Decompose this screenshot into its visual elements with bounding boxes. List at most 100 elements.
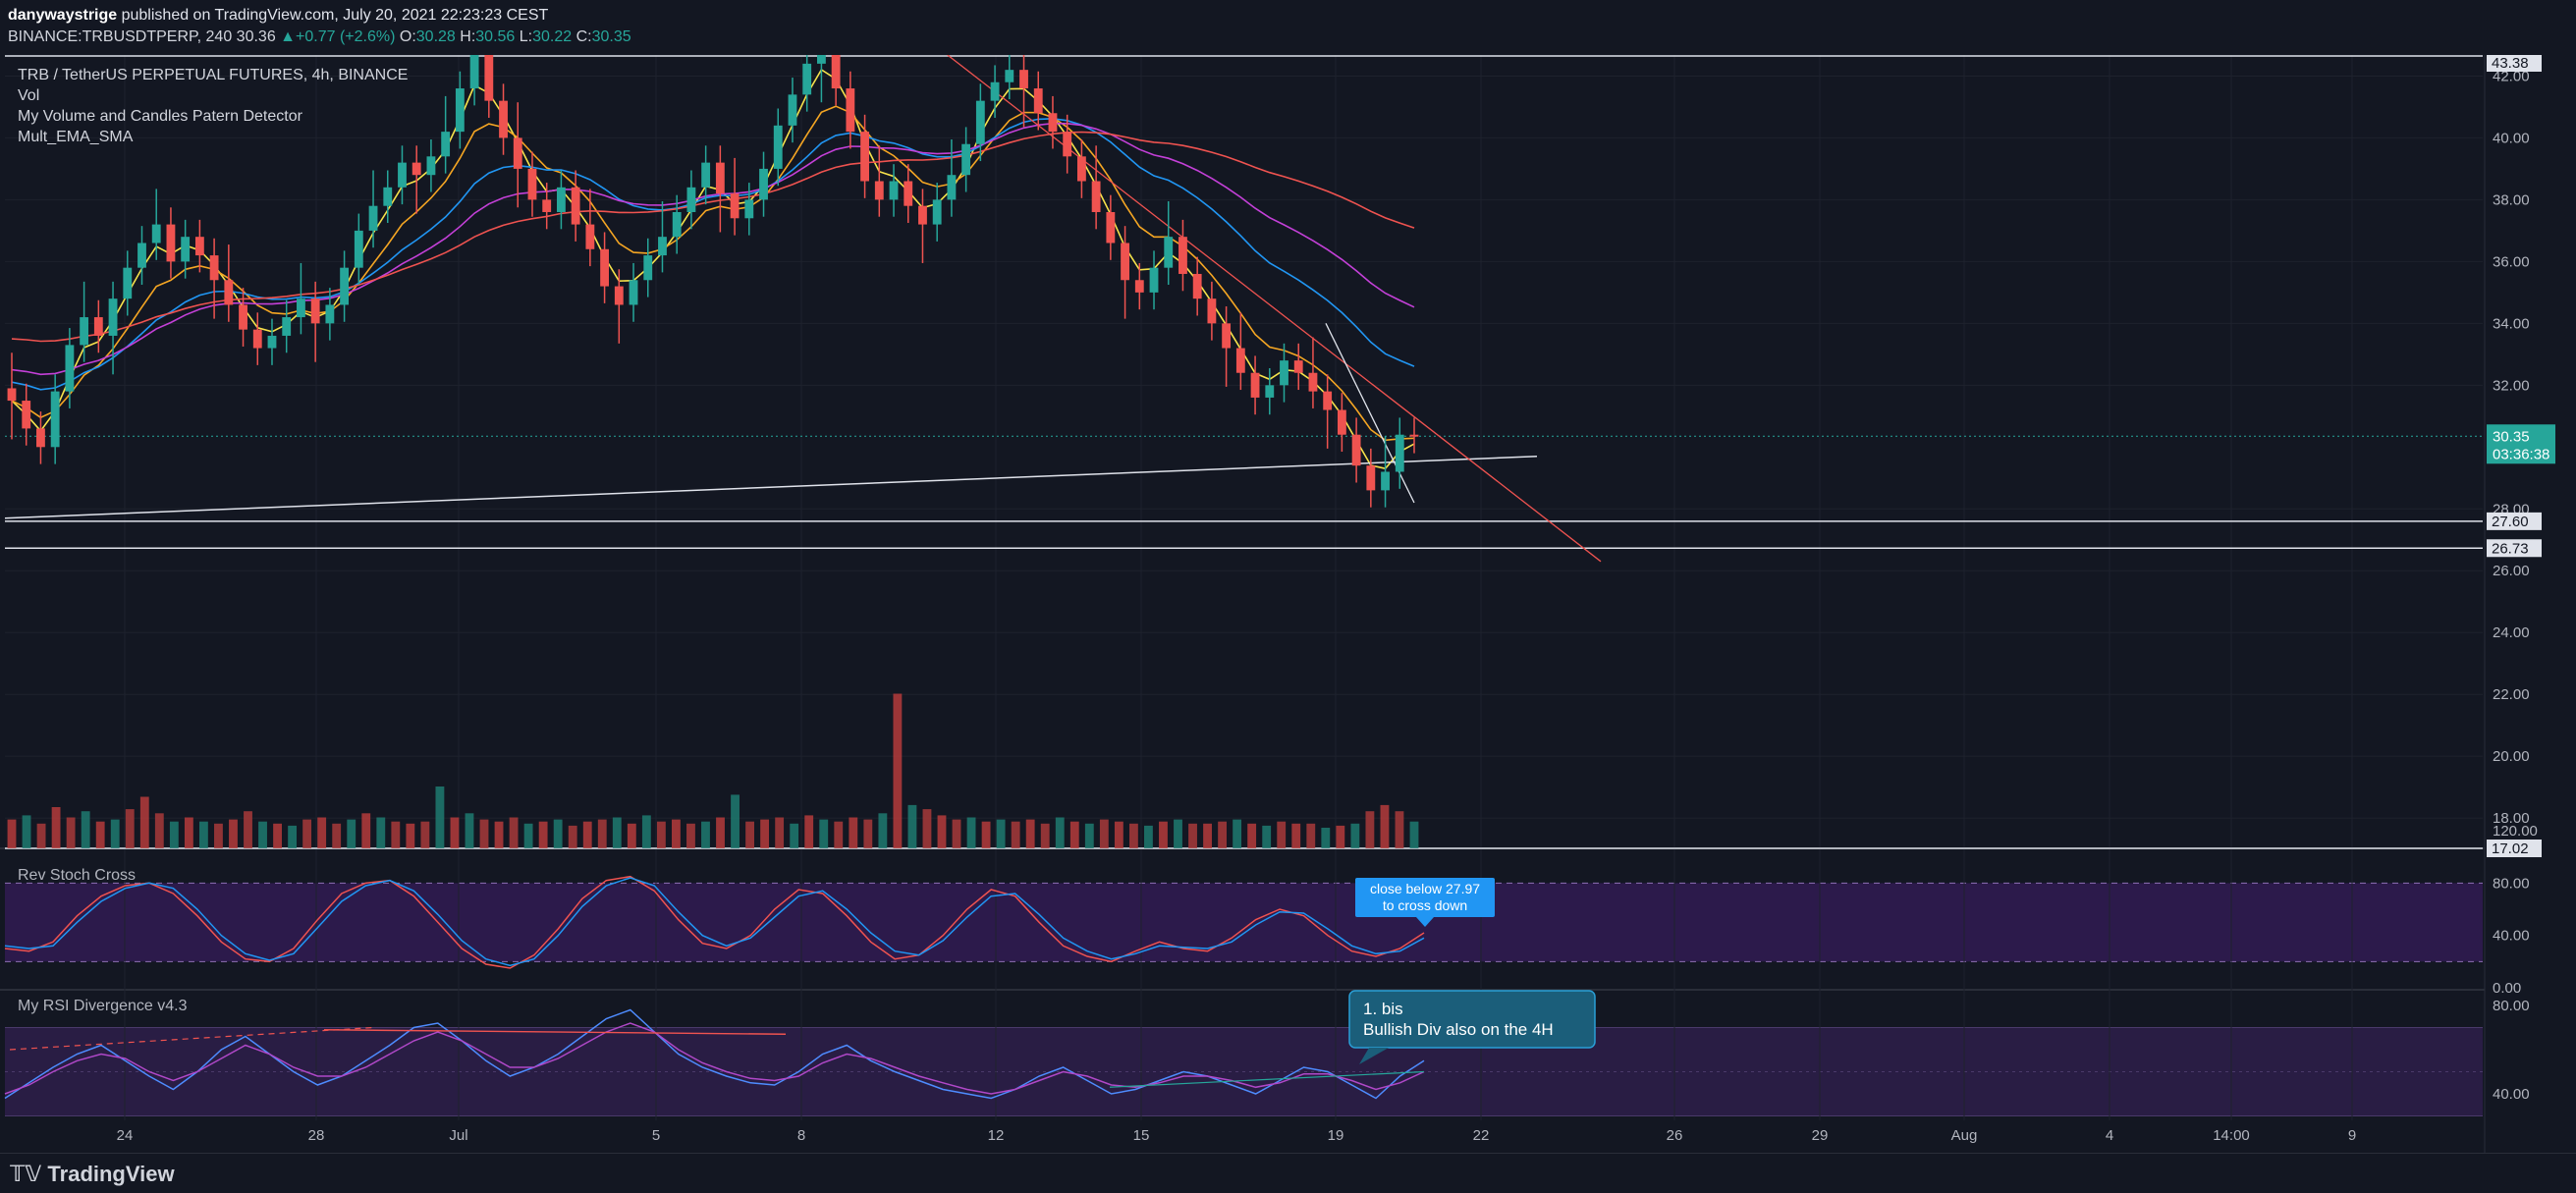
volume-bar	[125, 809, 135, 848]
candle	[527, 168, 537, 200]
candle	[1178, 237, 1187, 274]
volume-bar	[391, 821, 401, 848]
volume-bar	[302, 819, 312, 848]
candle	[1076, 156, 1086, 182]
y-tick-label: 20.00	[2493, 748, 2530, 765]
candle	[1280, 360, 1288, 386]
volume-bar	[1395, 811, 1404, 848]
candle	[1121, 243, 1129, 281]
volume-bar	[1233, 819, 1242, 848]
x-tick-label: 14:00	[2213, 1127, 2250, 1144]
brand-name: TradingView	[47, 1162, 175, 1186]
candle	[93, 317, 103, 336]
candle	[701, 162, 711, 188]
stoch-annotation-box	[1355, 878, 1495, 917]
volume-bar	[479, 819, 489, 848]
last-price-bg	[2487, 424, 2555, 464]
candle	[1149, 267, 1159, 293]
candle	[816, 55, 826, 64]
x-tick-label: 4	[2106, 1127, 2113, 1144]
x-tick-label: 9	[2348, 1127, 2356, 1144]
candle	[499, 100, 508, 138]
symbol-label: BINANCE:TRBUSDTPERP, 240	[8, 28, 233, 45]
candle	[1366, 465, 1376, 491]
publish-line: danywaystrige published on TradingView.c…	[8, 6, 548, 26]
rsi-annotation-line1: 1. bis	[1363, 1000, 1403, 1018]
volume-bar	[952, 819, 961, 848]
volume-bar	[627, 823, 636, 848]
high-label: H:	[460, 28, 476, 45]
legend-item: Mult_EMA_SMA	[18, 129, 134, 145]
candle	[209, 255, 219, 281]
volume-bar	[1114, 821, 1124, 848]
y-tick-label: 34.00	[2493, 315, 2530, 332]
candle	[715, 162, 725, 194]
candle	[1222, 323, 1232, 349]
candle	[282, 317, 292, 336]
volume-bar	[51, 807, 61, 848]
volume-bar	[597, 819, 607, 848]
volume-bar	[1099, 819, 1109, 848]
candle	[151, 224, 161, 244]
open-value: 30.28	[415, 28, 456, 45]
candle	[846, 88, 855, 133]
bearish-divergence-line	[323, 1029, 787, 1035]
close-label: C:	[575, 28, 592, 45]
volume-bar	[582, 821, 592, 848]
stoch-annotation-pointer	[1416, 917, 1434, 927]
candle	[1395, 434, 1404, 472]
volume-bar	[804, 815, 814, 848]
publisher-name[interactable]: danywaystrige	[8, 7, 118, 24]
volume-bar	[863, 819, 873, 848]
candle	[831, 55, 841, 89]
candle	[571, 187, 580, 225]
rsi-y-tick: 80.00	[2493, 998, 2530, 1014]
tradingview-logo[interactable]: 𝕋𝕍 TradingView	[10, 1162, 175, 1187]
volume-bar	[996, 819, 1006, 848]
volume-bar	[273, 823, 282, 848]
candle	[267, 335, 277, 349]
volume-bar	[1025, 819, 1035, 848]
candle	[802, 63, 812, 95]
volume-bar	[849, 817, 858, 848]
y-tick-label: 26.00	[2493, 563, 2530, 579]
open-label: O:	[399, 28, 416, 45]
candle	[224, 280, 234, 305]
volume-bar	[139, 796, 149, 848]
volume-bar	[701, 821, 710, 848]
volume-bar	[553, 819, 563, 848]
candle	[484, 55, 494, 101]
candle	[1048, 113, 1058, 133]
candle	[7, 388, 17, 402]
stoch-y-tick: 0.00	[2493, 980, 2521, 997]
volume-bar	[760, 819, 770, 848]
chart-canvas[interactable]: 24 28 Jul 5 8 12 15 19 22 26 29 Aug 4 14:00 9 42.00 40.0…	[0, 55, 2576, 1153]
price-marker-bg	[2487, 512, 2542, 530]
volume-bar	[1084, 823, 1094, 848]
volume-bar	[893, 693, 903, 848]
ohlc-line: BINANCE:TRBUSDTPERP, 240 30.36 ▲+0.77 (+…	[8, 27, 631, 47]
candle	[1293, 360, 1303, 373]
volume-bar	[1306, 823, 1316, 848]
x-tick-label: 19	[1328, 1127, 1344, 1144]
price-marker-label: 27.60	[2492, 514, 2529, 530]
legend-item: My Volume and Candles Patern Detector	[18, 108, 303, 125]
candle	[759, 168, 768, 200]
volume-bar	[1262, 825, 1272, 848]
volume-bar	[790, 823, 799, 848]
volume-bar	[81, 811, 90, 848]
volume-bar	[288, 825, 298, 848]
bearish-divergence-dashed	[9, 1026, 374, 1051]
volume-bar	[229, 819, 238, 848]
price-marker-label: 26.73	[2492, 540, 2529, 557]
rsi-series-line	[4, 1008, 1425, 1100]
candle	[297, 298, 305, 318]
x-tick-label: 5	[652, 1127, 660, 1144]
low-label: L:	[519, 28, 533, 45]
candle	[1409, 434, 1419, 437]
volume-bar	[1218, 821, 1228, 848]
x-tick-label: 12	[988, 1127, 1005, 1144]
candle	[1351, 434, 1361, 466]
low-value: 30.22	[532, 28, 573, 45]
volume-bar	[1247, 823, 1257, 848]
